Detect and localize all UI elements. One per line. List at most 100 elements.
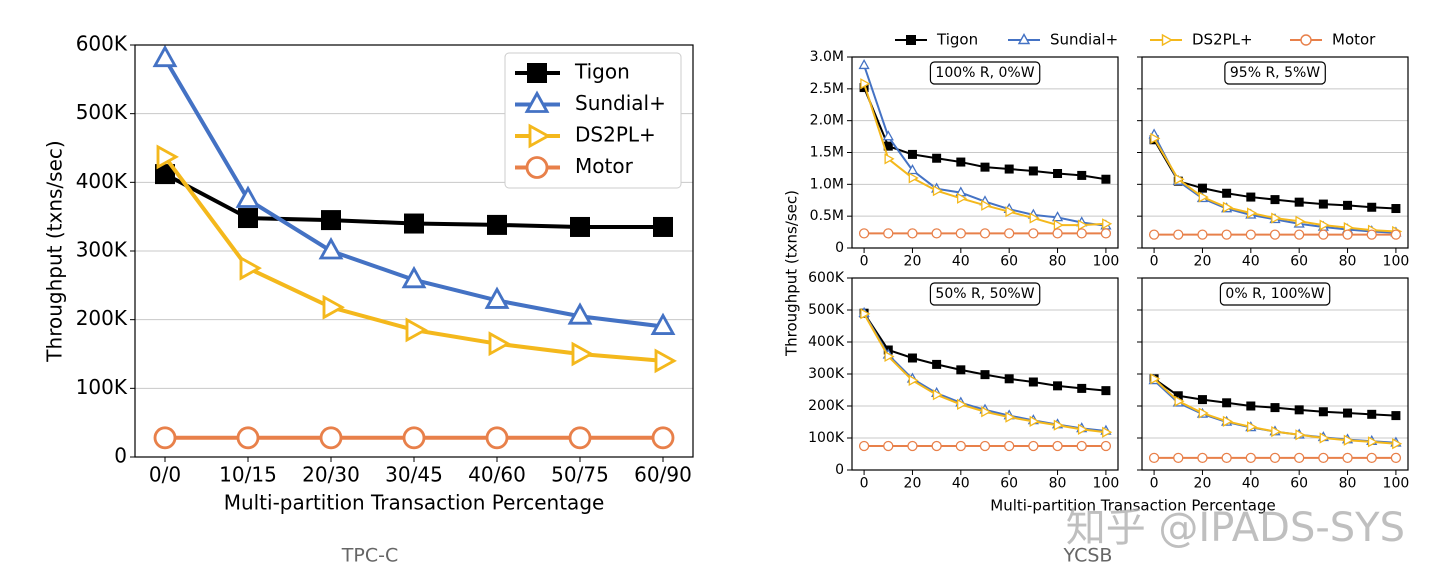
y-tick-label: 400K — [76, 169, 128, 193]
y-tick-label: 500K — [808, 302, 845, 318]
marker — [1221, 452, 1232, 463]
marker — [908, 374, 919, 386]
marker — [906, 164, 919, 175]
x-tick-label: 100 — [1383, 253, 1410, 269]
marker — [1052, 228, 1063, 239]
marker — [860, 308, 871, 320]
marker — [1245, 452, 1256, 463]
marker — [1150, 132, 1161, 145]
marker — [1294, 197, 1304, 207]
marker — [1161, 33, 1173, 47]
plot-frame — [851, 277, 1119, 471]
marker — [1173, 391, 1183, 401]
marker — [906, 35, 916, 45]
marker — [1319, 432, 1330, 444]
marker — [1270, 195, 1280, 205]
marker — [1390, 452, 1402, 463]
marker — [1148, 452, 1160, 463]
x-tick-label: 40 — [1242, 475, 1260, 491]
marker — [907, 149, 917, 159]
marker — [1269, 452, 1281, 463]
marker — [931, 440, 942, 452]
marker — [402, 426, 426, 450]
marker — [1150, 373, 1161, 385]
marker — [1028, 377, 1038, 387]
panel-title: 100% R, 0%W — [935, 65, 1034, 81]
marker — [1391, 411, 1401, 421]
marker — [239, 255, 262, 281]
marker — [1077, 219, 1089, 231]
y-tick-label: 600K — [808, 270, 845, 286]
plot-frame — [1141, 277, 1409, 471]
y-tick-label: 400K — [808, 334, 845, 350]
annotation-box — [929, 282, 1041, 306]
marker — [322, 294, 345, 320]
x-tick-label: 30/45 — [385, 463, 443, 487]
y-tick-label: 0 — [835, 462, 844, 478]
x-tick-label: 80 — [1049, 253, 1067, 269]
marker — [1245, 229, 1256, 240]
marker — [1300, 34, 1312, 46]
marker — [883, 440, 894, 452]
marker — [1017, 33, 1031, 45]
marker — [1028, 440, 1039, 452]
marker — [404, 213, 424, 234]
marker — [1295, 215, 1306, 227]
marker — [981, 199, 992, 211]
y-tick-label: 1.0M — [810, 176, 844, 192]
marker — [956, 365, 966, 375]
marker — [1198, 191, 1209, 203]
marker — [654, 348, 677, 374]
marker — [1077, 383, 1087, 393]
marker — [907, 440, 918, 452]
caption: YCSB — [1063, 545, 1113, 567]
watermark: 知乎 @IPADS-SYS — [1066, 505, 1405, 551]
marker — [1318, 199, 1328, 209]
plot-frame — [134, 44, 694, 458]
marker — [980, 162, 990, 172]
marker — [1247, 207, 1258, 219]
marker — [1076, 228, 1087, 239]
marker — [525, 156, 549, 179]
marker — [955, 440, 966, 452]
marker — [1029, 415, 1040, 427]
marker — [1076, 440, 1087, 452]
marker — [955, 228, 966, 239]
marker — [1318, 407, 1328, 417]
marker — [1343, 200, 1353, 210]
marker — [1052, 440, 1063, 452]
marker — [979, 440, 991, 452]
marker — [571, 341, 594, 367]
marker — [1148, 229, 1160, 240]
marker — [1222, 201, 1233, 213]
marker — [1004, 164, 1014, 174]
marker — [882, 130, 894, 141]
annotation-box — [1219, 282, 1331, 306]
marker — [236, 426, 260, 450]
x-tick-label: 80 — [1339, 475, 1357, 491]
marker — [932, 153, 942, 163]
x-tick-label: 60 — [1290, 475, 1308, 491]
marker — [884, 153, 895, 165]
x-tick-label: 40 — [1242, 253, 1260, 269]
marker — [1004, 228, 1015, 239]
marker — [1318, 229, 1329, 240]
x-tick-label: 60 — [1000, 475, 1018, 491]
marker — [1221, 229, 1232, 240]
marker — [568, 426, 592, 450]
plot-frame — [851, 56, 1119, 249]
marker — [858, 59, 870, 70]
panel-title: 95% R, 5%W — [1230, 65, 1320, 81]
marker — [956, 157, 966, 167]
marker — [1028, 166, 1038, 176]
y-tick-label: 3.0M — [810, 49, 844, 65]
marker — [238, 208, 258, 229]
marker — [567, 302, 593, 325]
marker — [1028, 228, 1039, 239]
marker — [1367, 409, 1377, 419]
x-tick-label: 100 — [1093, 475, 1120, 491]
panel-title: 0% R, 100%W — [1225, 286, 1324, 302]
marker — [1318, 452, 1329, 463]
marker — [488, 331, 511, 357]
